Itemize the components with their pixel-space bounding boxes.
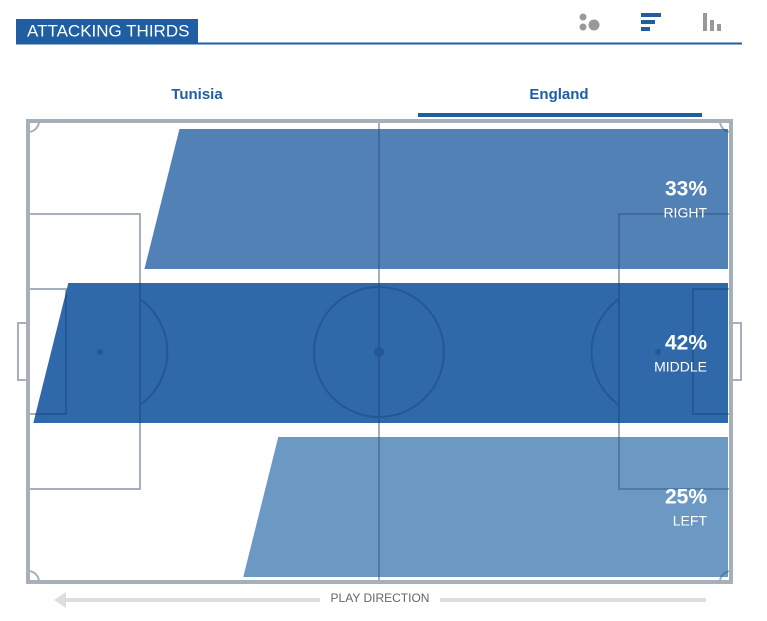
play-direction-arrow bbox=[54, 592, 706, 608]
view-icon-vbars[interactable] bbox=[703, 13, 721, 31]
penalty-arc bbox=[590, 298, 620, 406]
pitch-outline bbox=[26, 119, 733, 584]
corner-arc bbox=[27, 120, 732, 583]
bar bbox=[33, 283, 729, 423]
penalty-spot bbox=[97, 349, 103, 355]
value-label: 42% bbox=[665, 332, 707, 355]
title: ATTACKING THIRDS bbox=[27, 21, 189, 40]
goal-area bbox=[692, 288, 732, 415]
penalty-box bbox=[27, 213, 141, 490]
penalty-spot bbox=[655, 349, 661, 355]
goal bbox=[730, 322, 742, 381]
penalty-arc bbox=[139, 298, 169, 406]
bar bbox=[243, 437, 728, 577]
goal-area bbox=[27, 288, 67, 415]
corner-arc bbox=[27, 120, 732, 583]
value-label: 33% bbox=[665, 178, 707, 201]
title-box bbox=[16, 19, 198, 43]
goal bbox=[17, 322, 29, 381]
penalty-box bbox=[618, 213, 732, 490]
tab[interactable]: Tunisia bbox=[171, 86, 223, 103]
value-label: 25% bbox=[665, 486, 707, 509]
goal bbox=[17, 322, 29, 381]
category-label: RIGHT bbox=[663, 205, 707, 221]
bar bbox=[144, 129, 728, 269]
pitch-overlay bbox=[17, 119, 742, 584]
tab-underline bbox=[418, 113, 702, 117]
goal bbox=[730, 322, 742, 381]
tab[interactable]: England bbox=[529, 86, 588, 103]
play-direction: PLAY DIRECTION bbox=[331, 591, 430, 605]
center-spot bbox=[374, 347, 384, 357]
category-label: MIDDLE bbox=[654, 359, 707, 375]
category-label: LEFT bbox=[673, 513, 708, 529]
view-icon-hbars[interactable] bbox=[641, 13, 661, 31]
center-circle bbox=[313, 286, 445, 418]
view-icon-dots[interactable] bbox=[579, 13, 600, 31]
